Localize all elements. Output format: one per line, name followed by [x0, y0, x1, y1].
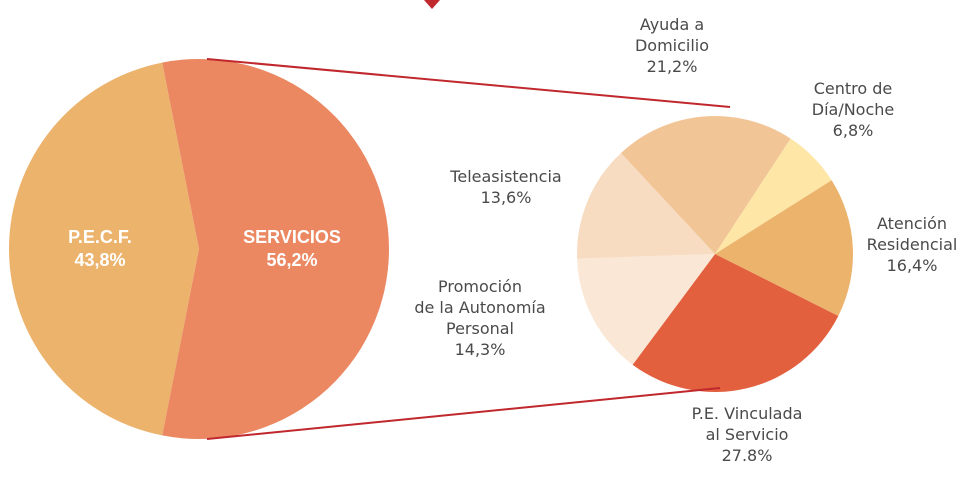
pie-slice: [620, 116, 791, 255]
slice-name: Atención Residencial: [866, 214, 958, 254]
slice-value: 13,6%: [480, 188, 532, 207]
slice-value: 27.8%: [721, 446, 773, 465]
connector: [206, 387, 721, 440]
pie-slice: [632, 254, 839, 392]
slice-name: P.E. Vinculada al Servicio: [691, 404, 803, 444]
slice-name: SERVICIOS: [243, 227, 341, 247]
slice-label: SERVICIOS 56,2%: [243, 226, 341, 272]
slice-label: Ayuda a Domicilio 21,2%: [635, 14, 709, 77]
slice-name: Teleasistencia: [450, 167, 562, 186]
slice-name: Ayuda a Domicilio: [634, 15, 710, 55]
slice-name: Centro de Día/Noche: [811, 79, 895, 119]
pie-slice: [715, 180, 853, 316]
pie-slice: [8, 62, 199, 436]
slice-label: Atención Residencial 16,4%: [867, 213, 958, 276]
slice-label: Promoción de la Autonomía Personal 14,3%: [414, 276, 545, 360]
arrow: [424, 0, 440, 9]
slice-label: Teleasistencia 13,6%: [450, 166, 561, 208]
pie-slice: [577, 254, 715, 365]
slice-value: 16,4%: [886, 256, 938, 275]
connector: [206, 58, 731, 108]
pie-slice: [715, 138, 832, 254]
slice-value: 21,2%: [646, 57, 698, 76]
slice-value: 14,3%: [454, 340, 506, 359]
slice-label: P.E. Vinculada al Servicio 27.8%: [692, 403, 803, 466]
slice-value: 56,2%: [266, 250, 318, 270]
pie-slice: [577, 153, 715, 259]
slice-name: P.E.C.F.: [68, 227, 132, 247]
slice-value: 6,8%: [832, 121, 874, 140]
slice-label: P.E.C.F. 43,8%: [68, 226, 132, 272]
slice-label: Centro de Día/Noche 6,8%: [812, 78, 895, 141]
slice-name: Promoción de la Autonomía Personal: [414, 277, 546, 338]
slice-value: 43,8%: [74, 250, 126, 270]
pie-slice: [162, 59, 390, 440]
